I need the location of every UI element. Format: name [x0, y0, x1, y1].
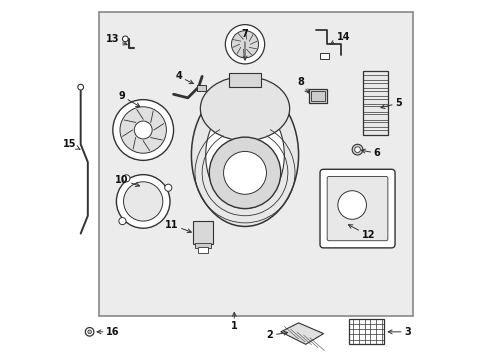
Circle shape — [78, 84, 83, 90]
Circle shape — [355, 147, 360, 153]
Polygon shape — [281, 323, 323, 344]
Circle shape — [122, 36, 128, 42]
Circle shape — [123, 175, 130, 182]
Circle shape — [352, 144, 363, 155]
Text: 7: 7 — [242, 28, 248, 60]
FancyBboxPatch shape — [98, 12, 413, 316]
Text: 3: 3 — [388, 327, 411, 337]
Text: 11: 11 — [165, 220, 192, 233]
Circle shape — [231, 31, 259, 58]
Bar — [363, 83, 388, 88]
Circle shape — [165, 184, 172, 191]
Ellipse shape — [200, 76, 290, 141]
Bar — [363, 99, 388, 104]
Circle shape — [113, 100, 173, 160]
Bar — [363, 122, 388, 127]
Bar — [363, 71, 388, 135]
Circle shape — [123, 182, 163, 221]
Text: 15: 15 — [63, 139, 80, 149]
Circle shape — [225, 24, 265, 64]
Text: 4: 4 — [175, 71, 194, 84]
Bar — [348, 319, 384, 344]
Bar — [363, 91, 388, 96]
Ellipse shape — [192, 84, 298, 226]
Circle shape — [120, 107, 167, 153]
Text: 12: 12 — [348, 225, 375, 240]
Circle shape — [338, 191, 367, 219]
Bar — [229, 73, 261, 87]
FancyBboxPatch shape — [327, 176, 388, 241]
Text: 10: 10 — [115, 175, 140, 186]
Bar — [363, 114, 388, 120]
Bar — [195, 243, 211, 248]
Text: 1: 1 — [231, 312, 238, 332]
Text: 8: 8 — [297, 77, 309, 93]
Bar — [363, 130, 388, 135]
Text: 9: 9 — [119, 91, 140, 107]
Bar — [193, 221, 213, 244]
Ellipse shape — [206, 102, 284, 208]
Bar — [363, 107, 388, 112]
Text: 14: 14 — [331, 32, 350, 44]
Circle shape — [134, 121, 152, 139]
Circle shape — [209, 137, 281, 208]
Circle shape — [223, 152, 267, 194]
Bar — [320, 53, 329, 59]
Text: 2: 2 — [267, 330, 288, 341]
FancyBboxPatch shape — [320, 169, 395, 248]
Bar — [309, 89, 327, 103]
Bar — [363, 75, 388, 80]
Bar — [311, 91, 325, 102]
Text: 5: 5 — [381, 98, 402, 109]
Circle shape — [119, 217, 126, 225]
Circle shape — [85, 328, 94, 336]
Text: 13: 13 — [106, 34, 127, 45]
Circle shape — [117, 175, 170, 228]
Bar — [198, 247, 208, 253]
Text: 16: 16 — [97, 327, 120, 337]
Text: 6: 6 — [361, 148, 381, 158]
Bar — [197, 85, 206, 91]
Circle shape — [88, 330, 92, 334]
